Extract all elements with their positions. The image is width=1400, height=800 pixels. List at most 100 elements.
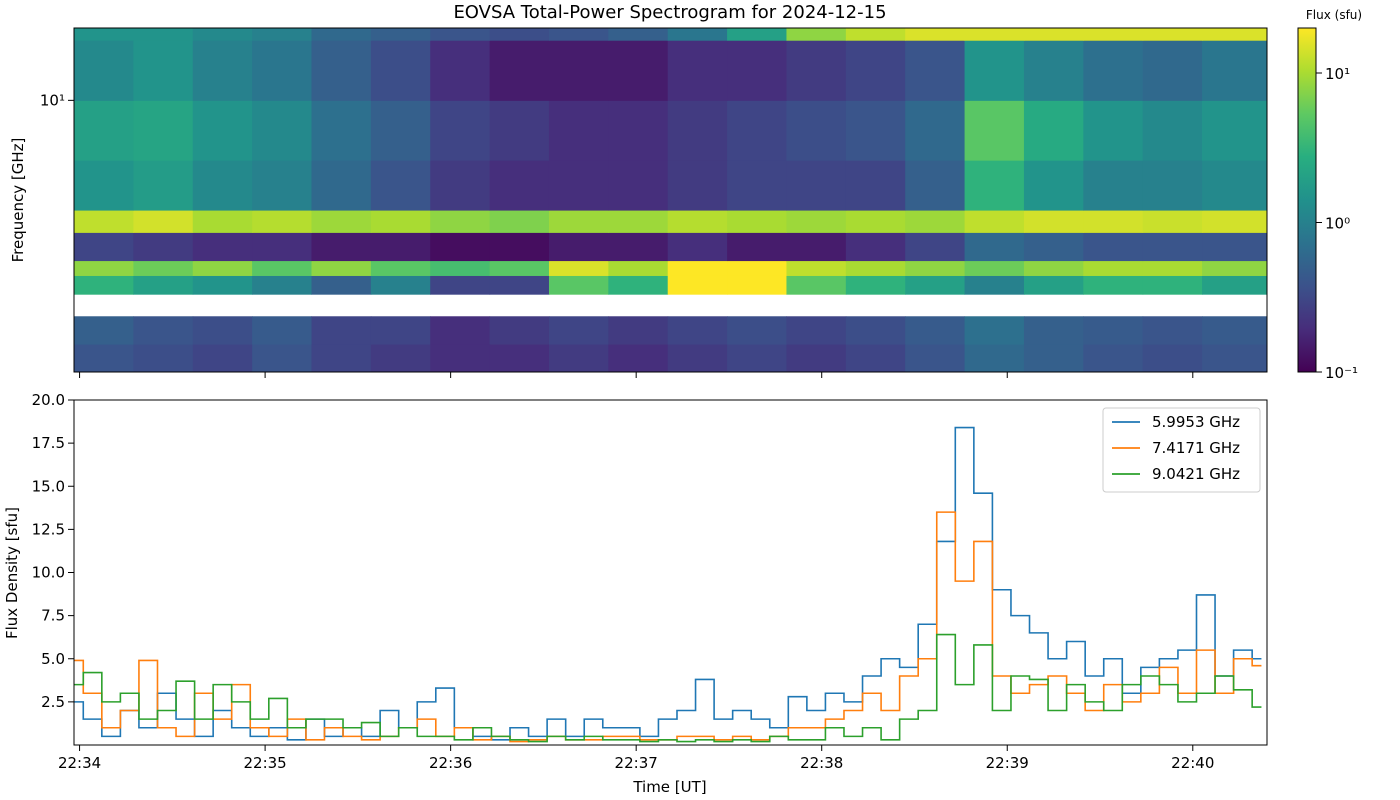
- heatmap-cell: [1023, 232, 1084, 262]
- heatmap-cell: [1202, 28, 1268, 41]
- heatmap-cell: [311, 40, 372, 101]
- heatmap-cell: [727, 275, 787, 295]
- heatmap-cell: [489, 28, 550, 41]
- heatmap-cell: [1142, 210, 1203, 233]
- heatmap-cell: [74, 40, 134, 101]
- heatmap-cell: [1083, 260, 1144, 276]
- heatmap-cell: [667, 316, 728, 345]
- y-tick-label: 2.5: [41, 693, 65, 711]
- heatmap-cell: [845, 100, 906, 161]
- heatmap-cell: [786, 275, 847, 295]
- heatmap-cell: [608, 100, 669, 161]
- y-tick-label: 12.5: [32, 520, 65, 538]
- heatmap-cell: [608, 210, 669, 233]
- heatmap-cell: [667, 28, 728, 41]
- colorbar-tick-label: 10⁻¹: [1325, 364, 1358, 382]
- heatmap-cell: [608, 344, 669, 373]
- heatmap-cell: [1023, 40, 1084, 101]
- heatmap-cell: [252, 40, 312, 101]
- heatmap-cell: [430, 160, 491, 211]
- colorbar-tick-label: 10¹: [1325, 65, 1350, 83]
- heatmap-cell: [74, 28, 134, 41]
- heatmap-cell: [192, 275, 253, 295]
- heatmap-cell: [905, 100, 966, 161]
- heatmap-cell: [845, 275, 906, 295]
- heatmap-cell: [845, 210, 906, 233]
- heatmap-cell: [1023, 344, 1084, 373]
- x-tick-label: 22:38: [800, 754, 843, 772]
- x-tick-label: 22:34: [58, 754, 101, 772]
- heatmap-cell: [786, 260, 847, 276]
- heatmap-cell: [1023, 100, 1084, 161]
- heatmap-cell: [133, 260, 194, 276]
- heatmap-cell: [74, 232, 134, 262]
- heatmap-cell: [964, 28, 1025, 41]
- heatmap-cell: [370, 100, 431, 161]
- heatmap-cell: [786, 232, 847, 262]
- heatmap-cell: [430, 344, 491, 373]
- heatmap-cell: [1202, 160, 1268, 211]
- heatmap-cell: [845, 28, 906, 41]
- legend-label: 9.0421 GHz: [1152, 465, 1240, 483]
- y-tick-label: 17.5: [32, 434, 65, 452]
- heatmap-cell: [311, 28, 372, 41]
- heatmap-cell: [1142, 40, 1203, 101]
- heatmap-cell: [133, 28, 194, 41]
- heatmap-cell: [1142, 28, 1203, 41]
- heatmap-cell: [252, 344, 312, 373]
- heatmap-cell: [1023, 28, 1084, 41]
- heatmap-cell: [905, 160, 966, 211]
- heatmap-cell: [1202, 260, 1268, 276]
- heatmap-cell: [489, 275, 550, 295]
- colorbar-label: Flux (sfu): [1306, 8, 1362, 22]
- heatmap-cell: [667, 210, 728, 233]
- heatmap-cell: [370, 160, 431, 211]
- heatmap-cell: [786, 160, 847, 211]
- heatmap-cell: [1083, 160, 1144, 211]
- heatmap-cell: [1023, 260, 1084, 276]
- heatmap-cell: [370, 275, 431, 295]
- heatmap-cell: [905, 40, 966, 101]
- heatmap-cell: [905, 232, 966, 262]
- heatmap-cell: [964, 232, 1025, 262]
- heatmap-cell: [1083, 232, 1144, 262]
- heatmap-cell: [252, 160, 312, 211]
- heatmap-cell: [1083, 28, 1144, 41]
- series-line: [74, 511, 1262, 743]
- heatmap-cell: [133, 344, 194, 373]
- heatmap-cell: [727, 100, 787, 161]
- heatmap-cell: [667, 100, 728, 161]
- heatmap-cell: [489, 40, 550, 101]
- heatmap-cell: [845, 344, 906, 373]
- heatmap-cell: [1202, 100, 1268, 161]
- heatmap-cell: [1202, 275, 1268, 295]
- heatmap-cell: [608, 40, 669, 101]
- heatmap-cell: [74, 316, 134, 345]
- heatmap-cell: [311, 316, 372, 345]
- heatmap-cell: [192, 40, 253, 101]
- heatmap-cell: [370, 40, 431, 101]
- heatmap-cell: [252, 260, 312, 276]
- y-axis-label: Frequency [GHz]: [9, 138, 27, 263]
- heatmap-cell: [608, 316, 669, 345]
- heatmap-cell: [964, 275, 1025, 295]
- heatmap-cell: [905, 260, 966, 276]
- heatmap-cell: [192, 232, 253, 262]
- heatmap-cell: [905, 344, 966, 373]
- heatmap-cell: [489, 260, 550, 276]
- heatmap-cell: [74, 275, 134, 295]
- heatmap-cell: [786, 40, 847, 101]
- axes-frame: [73, 27, 1268, 373]
- colorbar: [1297, 27, 1317, 373]
- heatmap-cell: [1202, 40, 1268, 101]
- heatmap-cell: [548, 40, 609, 101]
- heatmap-cell: [548, 232, 609, 262]
- heatmap-cell: [964, 160, 1025, 211]
- heatmap-cell: [430, 232, 491, 262]
- y-tick-label: 10.0: [32, 564, 65, 582]
- heatmap-cell: [311, 260, 372, 276]
- heatmap-cell: [370, 210, 431, 233]
- y-tick-label: 7.5: [41, 607, 65, 625]
- heatmap-cell: [1023, 275, 1084, 295]
